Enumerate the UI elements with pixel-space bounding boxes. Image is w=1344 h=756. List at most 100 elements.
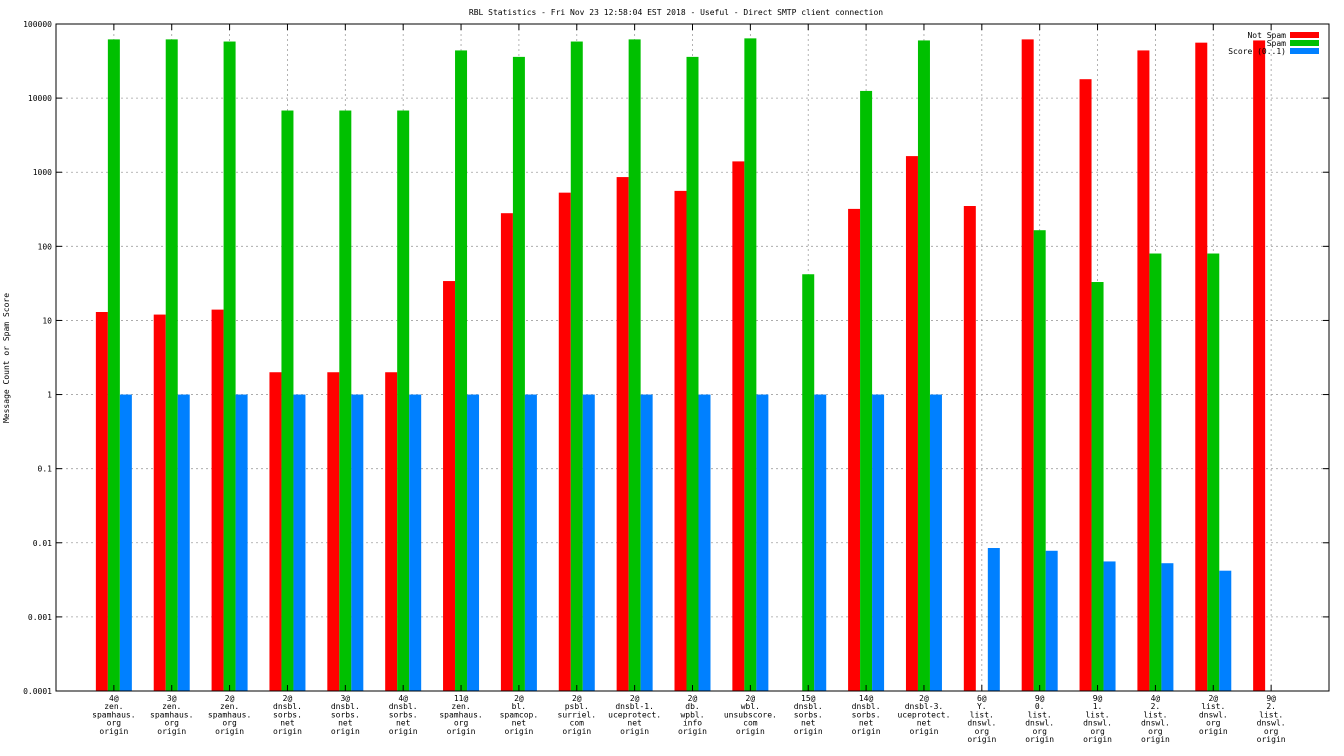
bar-not-spam [385,372,398,691]
x-tick-label-line: spamhaus. [208,710,251,719]
legend-label: Score (0..1) [1228,47,1286,56]
y-tick-label: 100000 [23,20,52,29]
x-tick-label-line: list. [1085,710,1109,719]
x-tick-label-line: origin [678,727,707,736]
x-tick-label-line: dnswl. [1141,719,1170,728]
legend-label: Not Spam [1247,31,1286,40]
bar-score-0-1 [351,394,364,691]
bar-spam [1207,253,1220,691]
x-tick-label-line: origin [273,727,302,736]
x-tick-label-line: origin [157,727,186,736]
x-tick-label-line: uceprotect. [608,710,661,719]
x-tick-label-line: origin [562,727,591,736]
x-tick-label-line: list. [1201,702,1225,711]
bar-not-spam [1021,39,1034,691]
x-tick-label-line: dnswl. [1199,710,1228,719]
bar-spam [860,90,873,691]
x-tick-label-line: zen. [220,702,239,711]
x-tick-label-line: net [917,719,932,728]
bar-score-0-1 [987,548,1000,691]
bar-score-0-1 [119,394,132,691]
x-tick-label-line: spamhaus. [439,710,482,719]
bar-score-0-1 [524,394,537,691]
bar-not-spam [558,192,571,692]
x-tick-label-line: org [1148,727,1163,736]
bar-spam [1149,253,1162,691]
bar-score-0-1 [756,394,769,691]
x-tick-label-line: org [454,719,469,728]
bar-spam [1091,282,1104,691]
x-tick-label-line: list. [1028,710,1052,719]
x-tick-label-line: 3@ [340,694,350,703]
x-tick-label-line: origin [852,727,881,736]
bar-spam [512,56,525,691]
x-tick-label-line: 2@ [1208,694,1218,703]
x-tick-label-line: origin [736,727,765,736]
bar-not-spam [616,177,629,692]
x-tick-label-line: zen. [104,702,123,711]
x-tick-label-line: dnsbl-3. [905,702,944,711]
x-tick-label-line: dnswl. [1025,719,1054,728]
x-tick-label-line: 9@ [1093,694,1103,703]
legend-swatch [1290,40,1319,46]
x-tick-label-line: origin [1083,735,1112,744]
bar-score-0-1 [467,394,480,691]
bar-spam [165,39,178,691]
bar-not-spam [269,372,282,691]
x-tick-label-line: list. [1143,710,1167,719]
x-tick-label-line: org [1032,727,1047,736]
bar-spam [802,274,815,691]
x-tick-label-line: 2. [1266,702,1276,711]
x-tick-label-line: wbl. [741,702,760,711]
x-tick-label-line: dnsbl. [389,702,418,711]
x-tick-label-line: info [683,719,702,728]
x-tick-label-line: 15@ [801,694,816,703]
chart-title: RBL Statistics - Fri Nov 23 12:58:04 EST… [469,8,883,17]
bar-not-spam [1079,79,1092,692]
x-tick-label-line: origin [331,727,360,736]
x-tick-label-line: db. [685,702,699,711]
x-tick-label-line: origin [99,727,128,736]
x-tick-label-line: dnsbl. [852,702,881,711]
x-tick-label-line: net [801,719,816,728]
legend-label: Spam [1267,39,1286,48]
x-tick-labels: 4@zen.spamhaus.orgorigin3@zen.spamhaus.o… [92,694,1286,744]
bar-score-0-1 [1103,561,1116,691]
bar-score-0-1 [814,394,827,691]
x-tick-label-line: origin [910,727,939,736]
bar-not-spam [905,156,918,691]
bar-spam [455,50,468,691]
x-tick-label-line: uceprotect. [897,710,950,719]
x-tick-label-line: com [743,719,758,728]
bar-not-spam [443,281,456,691]
x-tick-label-line: org [1264,727,1279,736]
x-tick-label-line: origin [1025,735,1054,744]
x-tick-label-line: 4@ [1151,694,1161,703]
x-tick-label-line: zen. [162,702,181,711]
x-tick-label-line: 2@ [746,694,756,703]
x-tick-label-line: dnsbl. [331,702,360,711]
bar-score-0-1 [177,394,190,691]
bar-not-spam [500,213,513,691]
legend-swatch [1290,32,1319,38]
x-tick-label-line: net [280,719,295,728]
x-tick-label-line: dnsbl. [273,702,302,711]
x-tick-label-line: sorbs. [273,710,302,719]
x-tick-label-line: origin [794,727,823,736]
x-tick-label-line: dnswl. [967,719,996,728]
x-tick-label-line: origin [967,735,996,744]
